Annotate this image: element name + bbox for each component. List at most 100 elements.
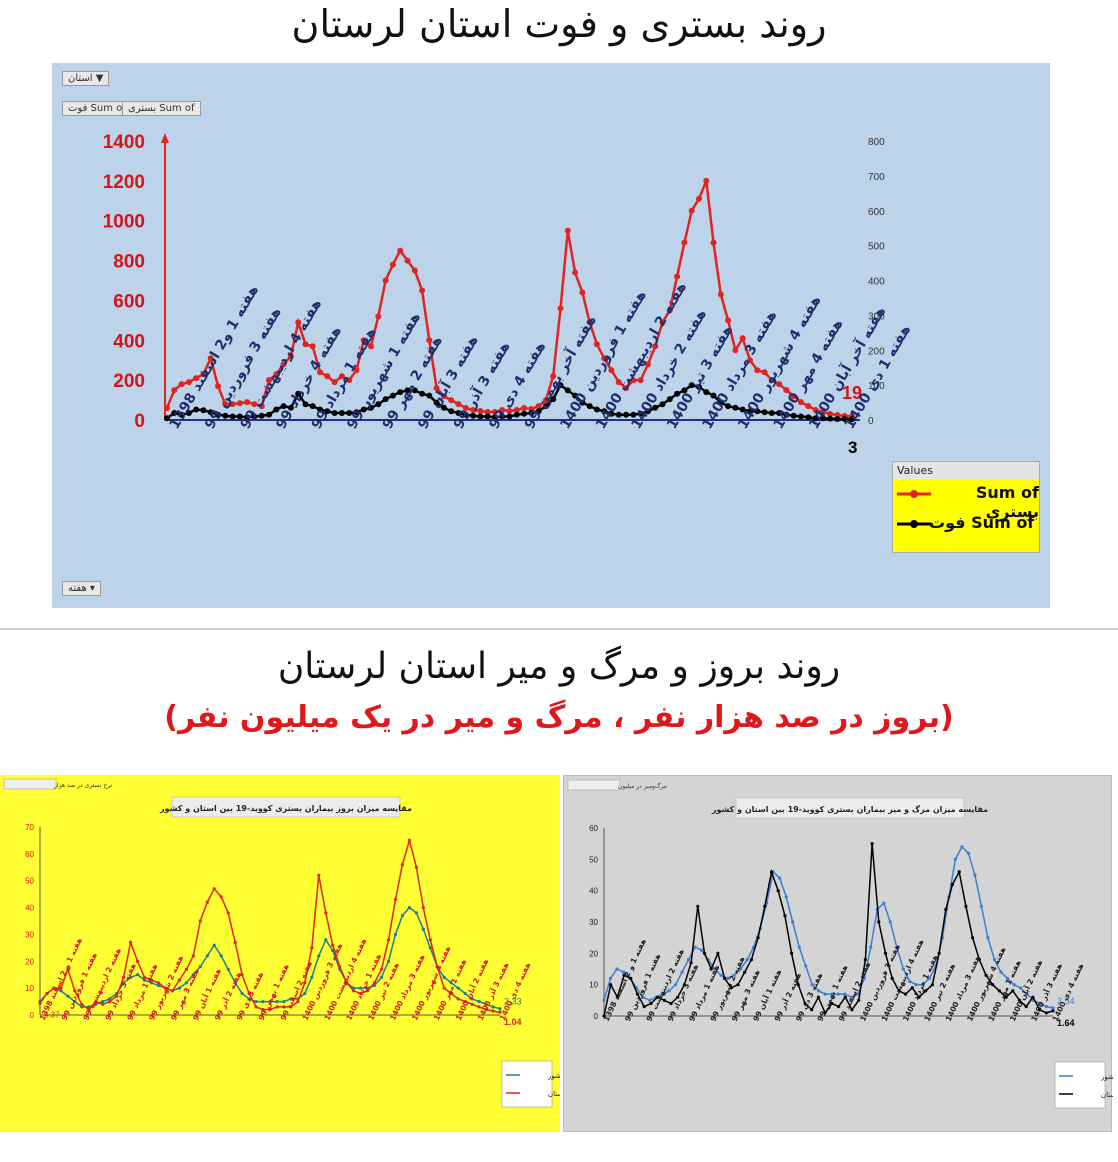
series-hospitalized-point-40	[455, 401, 462, 408]
series-hospitalized-point-26	[353, 367, 360, 374]
series-deaths-point-24	[338, 410, 345, 416]
series-deaths-point-0	[164, 415, 170, 422]
series-deaths-point-83	[768, 410, 775, 416]
series-country-point-14	[136, 973, 140, 977]
series-deaths-point-73	[696, 383, 702, 390]
series-hospitalized-point-48	[513, 407, 520, 413]
series-province-point-10	[669, 1001, 673, 1006]
series-hospitalized-point-17	[287, 353, 294, 360]
series-hospitalized-point-68	[659, 319, 666, 326]
series-province-point-41	[877, 920, 881, 924]
series-country-point-6	[641, 995, 645, 999]
y-right-tick-0: 0	[868, 416, 874, 427]
series-country-point-10	[667, 989, 671, 993]
series-province-point-5	[73, 989, 77, 993]
y-left-tick-2: 400	[113, 331, 145, 352]
y-tick-6: 60	[25, 850, 34, 859]
series-province-point-29	[796, 983, 800, 987]
y-tick-0: 0	[594, 1012, 599, 1021]
series-deaths-point-9	[229, 413, 236, 420]
series-deaths-point-45	[491, 414, 498, 421]
series-province-point-23	[756, 936, 760, 940]
series-country-point-40	[862, 976, 866, 980]
series-hospitalized-point-6	[207, 355, 214, 362]
series-hospitalized-point-61	[608, 367, 615, 374]
pivot-row-field-button[interactable]: ▾ هفته	[62, 581, 101, 596]
series-deaths-point-62	[615, 411, 622, 418]
incidence-comparison-chart: نرخ بستری در صد هزار مقایسه میزان بروز بی…	[0, 775, 560, 1132]
series-province-point-39	[863, 958, 867, 962]
series-province-point-60	[456, 997, 460, 1001]
y-tick-5: 50	[589, 855, 598, 864]
series-province-point-24	[763, 904, 767, 908]
series-province-point-14	[696, 904, 700, 908]
series-deaths-point-6	[207, 409, 214, 416]
series-province-point-17	[156, 981, 161, 985]
series-deaths-point-46	[499, 413, 506, 420]
series-country-point-61	[999, 970, 1003, 974]
series-deaths-point-51	[535, 408, 542, 415]
series-hospitalized-point-12	[251, 401, 258, 408]
pivot-field-deaths[interactable]: Sum of فوت	[62, 101, 132, 116]
series-country-point-25	[212, 943, 216, 947]
series-province-point-23	[198, 919, 202, 923]
end-label-hospitalized: 19	[842, 383, 862, 403]
series-country-point-27	[778, 876, 782, 880]
series-country-point-60	[992, 958, 996, 962]
series-country-point-29	[240, 991, 244, 996]
series-hospitalized-point-45	[491, 409, 498, 415]
series-deaths-point-20	[309, 403, 316, 410]
series-deaths-point-68	[659, 401, 666, 408]
series-province-point-35	[837, 1005, 841, 1009]
y-tick-1: 10	[25, 984, 34, 993]
series-deaths-point-64	[630, 411, 637, 418]
series-province-point-1	[609, 983, 613, 987]
series-province-point-3	[59, 986, 63, 990]
series-deaths-point-74	[703, 389, 710, 396]
y-left-tick-7: 1400	[103, 132, 145, 153]
series-country-point-59	[449, 981, 453, 985]
series-province-point-19	[729, 986, 733, 990]
series-hospitalized-point-79	[739, 335, 746, 342]
pivot-field-hospitalized[interactable]: Sum of بستری	[122, 101, 201, 116]
series-country-point-17	[156, 983, 161, 988]
series-country-point-54	[414, 911, 418, 915]
series-deaths-point-76	[717, 399, 724, 406]
series-deaths-point-15	[273, 406, 280, 413]
series-hospitalized-point-89	[812, 407, 819, 413]
series-country-point-58	[979, 904, 983, 908]
series-hospitalized-point-8	[222, 401, 229, 408]
series-country-point-20	[732, 973, 736, 977]
series-province-point-15	[142, 975, 147, 979]
legend-label-province: لرستان	[548, 1090, 560, 1098]
series-deaths-point-35	[419, 390, 426, 397]
series-province-point-26	[219, 895, 223, 899]
series-country-point-22	[191, 973, 195, 977]
series-hospitalized-point-49	[521, 405, 528, 411]
series-province-point-17	[716, 951, 720, 955]
series-hospitalized-point-0	[164, 405, 170, 411]
series-province-point-57	[984, 973, 988, 977]
series-country-point-30	[797, 945, 801, 949]
y-right-tick-1: 100	[868, 381, 885, 392]
series-hospitalized-point-54	[557, 305, 564, 312]
series-hospitalized-point-25	[346, 377, 353, 384]
end-label-province: 1.64	[1057, 1018, 1075, 1028]
series-country-point-22	[745, 958, 749, 962]
series-country-point-13	[129, 975, 133, 979]
series-province-point-32	[816, 995, 820, 999]
series-hospitalized-point-20	[309, 343, 316, 350]
second-subtitle: (بروز در صد هزار نفر ، مرگ و میر در یک م…	[164, 700, 954, 735]
pivot-filter-button[interactable]: ▼ استان	[62, 71, 110, 86]
series-country-point-10	[108, 997, 112, 1001]
series-province-point-1	[45, 991, 49, 996]
series-hospitalized-point-78	[732, 347, 739, 354]
series-deaths-point-19	[302, 401, 309, 408]
series-deaths-point-61	[608, 410, 615, 417]
series-hospitalized-point-86	[790, 393, 797, 400]
series-province-point-48	[924, 989, 928, 993]
series-hospitalized-point-16	[280, 361, 287, 368]
y-axis-arrow	[161, 133, 169, 143]
end-label-country: 2.54	[1057, 996, 1075, 1006]
series-deaths-point-21	[317, 406, 323, 413]
